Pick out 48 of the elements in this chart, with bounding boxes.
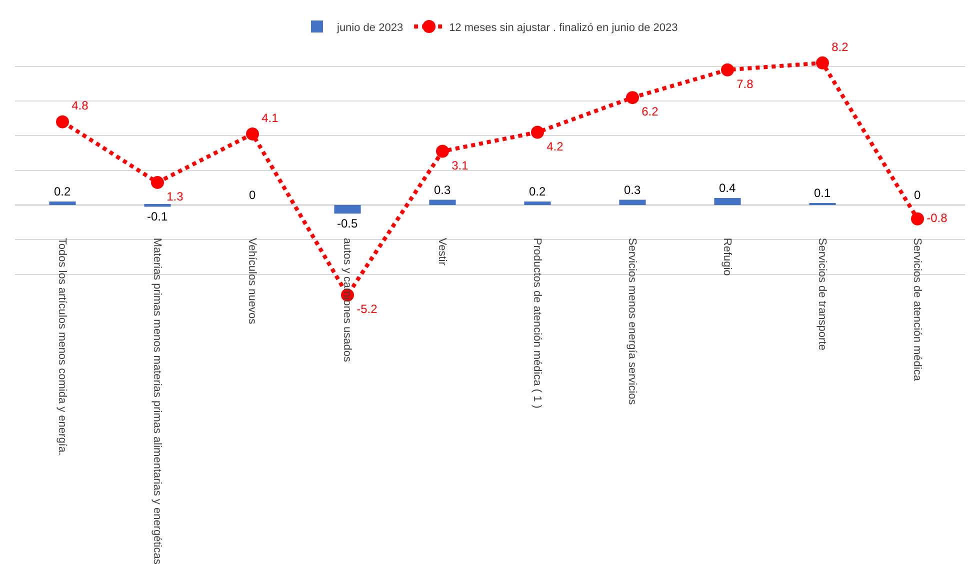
data-label: 0.1: [814, 186, 832, 200]
x-tick-label: Materias primas menos materias primas alimentarias y energéticas: [150, 238, 163, 565]
data-label: 0: [914, 188, 921, 202]
data-label: -0.1: [147, 210, 168, 224]
x-tick-label: Servicios menos energía servicios: [626, 238, 638, 406]
bar: [49, 202, 76, 205]
point: [246, 127, 259, 140]
x-tick-label: Productos de atención médica ( 1 ): [530, 238, 543, 408]
legend-label: 12 meses sin ajustar . finalizó en junio de 2023: [449, 22, 678, 34]
data-label: -0.5: [337, 216, 358, 231]
point: [721, 63, 734, 76]
point: [531, 126, 544, 139]
bar: [714, 198, 741, 205]
bar: [619, 200, 646, 205]
data-label: 0.2: [528, 184, 546, 199]
data-label: -5.2: [356, 302, 378, 316]
x-tick-label: autos y camiones usados: [340, 238, 353, 363]
data-label: 4.8: [72, 98, 89, 113]
bar: [334, 204, 361, 214]
data-label: 8.2: [832, 40, 849, 54]
point: [436, 144, 449, 158]
point: [626, 91, 639, 104]
data-label: 0.3: [434, 182, 452, 197]
x-tick-label: Servicios de transporte: [816, 238, 828, 350]
point: [56, 115, 69, 128]
bar: [144, 204, 171, 207]
point: [816, 56, 829, 70]
data-label: 0.3: [624, 182, 642, 197]
x-tick-label: Todos los artículos menos comida y energía.: [56, 238, 68, 456]
data-label: 7.8: [736, 76, 754, 91]
data-label: 1.3: [166, 190, 184, 204]
bar: [524, 202, 551, 205]
x-tick-label: Refugio: [720, 238, 733, 276]
data-label: 3.1: [452, 158, 469, 172]
data-label: -0.8: [926, 210, 948, 225]
data-label: 4.2: [546, 139, 564, 154]
bar: [429, 200, 456, 205]
data-label: 4.1: [262, 110, 279, 125]
data-label: 0.2: [54, 184, 72, 199]
data-label: 0: [249, 188, 256, 202]
x-tick-label: Vehículos nuevos: [246, 238, 258, 325]
x-tick-label: Vestir: [436, 238, 448, 266]
point: [911, 212, 924, 226]
point: [151, 176, 164, 189]
legend-label: junio de 2023: [336, 22, 404, 34]
x-tick-label: Servicios de atención médica: [910, 238, 923, 382]
data-label: 6.2: [642, 104, 659, 119]
data-label: 0.4: [718, 181, 736, 196]
